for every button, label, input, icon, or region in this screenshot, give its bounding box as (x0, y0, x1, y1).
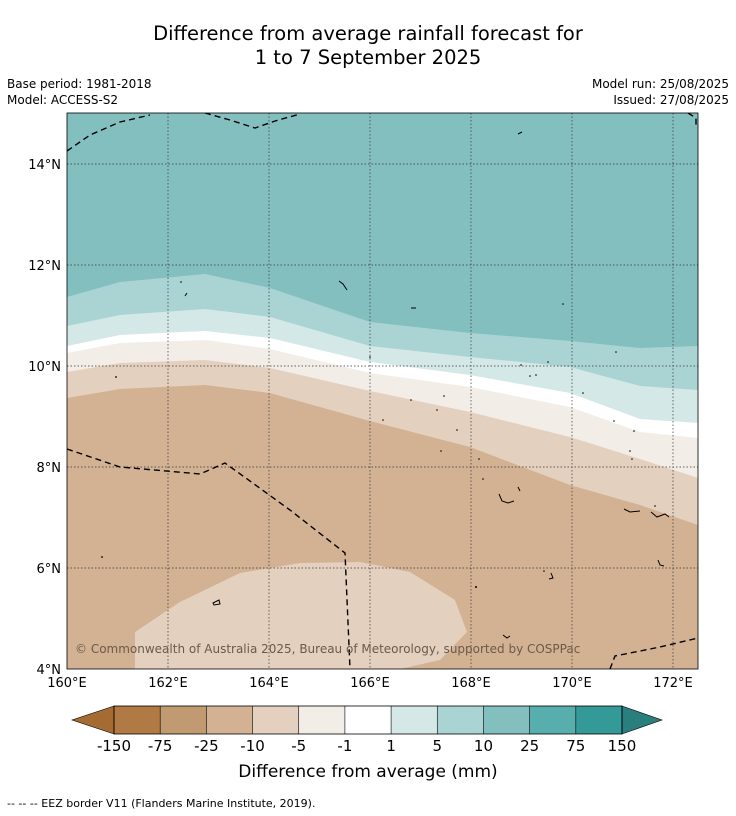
graticule (67, 113, 698, 669)
colorbar-segment (114, 706, 161, 734)
colorbar-tick-label: -10 (240, 737, 265, 755)
lon-label: 166°E (350, 676, 390, 691)
lon-label: 162°E (148, 676, 188, 691)
colorbar-segment (298, 706, 345, 734)
lon-label: 164°E (249, 676, 289, 691)
colorbar-tick-label: -1 (337, 737, 352, 755)
colorbar-segment (344, 706, 392, 734)
eez-borders (67, 113, 698, 669)
lat-label: 8°N (37, 461, 62, 476)
colorbar-tick-label: 150 (608, 737, 637, 755)
colorbar-tick-label: -75 (148, 737, 173, 755)
issued-date: Issued: 27/08/2025 (613, 93, 729, 107)
lat-label: 12°N (28, 259, 61, 274)
colorbar-segment (206, 706, 253, 734)
colorbar-tick-label: 5 (432, 737, 442, 755)
colorbar-tick-label: -25 (194, 737, 219, 755)
colorbar-tick-label: -150 (97, 737, 131, 755)
model-name: Model: ACCESS-S2 (7, 93, 119, 107)
map-fill: © Commonwealth of Australia 2025, Bureau… (67, 113, 698, 669)
meta-right: Model run: 25/08/2025 Issued: 27/08/2025 (592, 76, 729, 108)
lon-label: 172°E (653, 676, 693, 691)
lat-label: 14°N (28, 158, 61, 173)
colorbar-extend-low (71, 705, 115, 735)
lon-label: 170°E (552, 676, 592, 691)
colorbar-segment (483, 706, 530, 734)
lat-label: 6°N (37, 562, 62, 577)
lon-axis: 160°E 162°E 164°E 166°E 168°E 170°E 172°… (47, 676, 693, 691)
lat-label: 10°N (28, 360, 61, 375)
island-outlines (184, 131, 670, 639)
lat-axis: 14°N 12°N 10°N 8°N 6°N 4°N (28, 158, 61, 678)
colorbar-tick-label: -5 (291, 737, 306, 755)
colorbar-segment (437, 706, 484, 734)
copyright-text: © Commonwealth of Australia 2025, Bureau… (75, 642, 580, 656)
colorbar-segment (252, 706, 299, 734)
colorbar-title: Difference from average (mm) (238, 762, 498, 782)
lat-label: 4°N (37, 663, 62, 678)
colorbar-tick-label: 1 (386, 737, 396, 755)
base-period: Base period: 1981-2018 (7, 77, 152, 91)
colorbar-tick-label: 75 (566, 737, 585, 755)
colorbar-extend-high (621, 705, 663, 735)
lon-label: 160°E (47, 676, 87, 691)
eez-legend-note: -- -- -- EEZ border V11 (Flanders Marine… (7, 797, 316, 810)
lon-label: 168°E (451, 676, 491, 691)
colorbar-segment (575, 706, 622, 734)
colorbar-segment (160, 706, 207, 734)
colorbar-segment (529, 706, 576, 734)
model-run: Model run: 25/08/2025 (591, 77, 729, 91)
map-title-line1: Difference from average rainfall forecas… (153, 22, 583, 45)
colorbar-segment (391, 706, 438, 734)
colorbar-tick-label: 25 (520, 737, 539, 755)
small-islands (101, 281, 656, 588)
map-frame (66, 112, 699, 670)
colorbar-tick-label: 10 (474, 737, 493, 755)
map-title-line2: 1 to 7 September 2025 (254, 46, 482, 69)
colorbar: -150 -75 -25 -10 -5 -1 1 5 10 25 75 150 (71, 705, 663, 755)
meta-left: Base period: 1981-2018 Model: ACCESS-S2 (7, 76, 152, 108)
band-neg10-neg5-patch (135, 562, 467, 669)
